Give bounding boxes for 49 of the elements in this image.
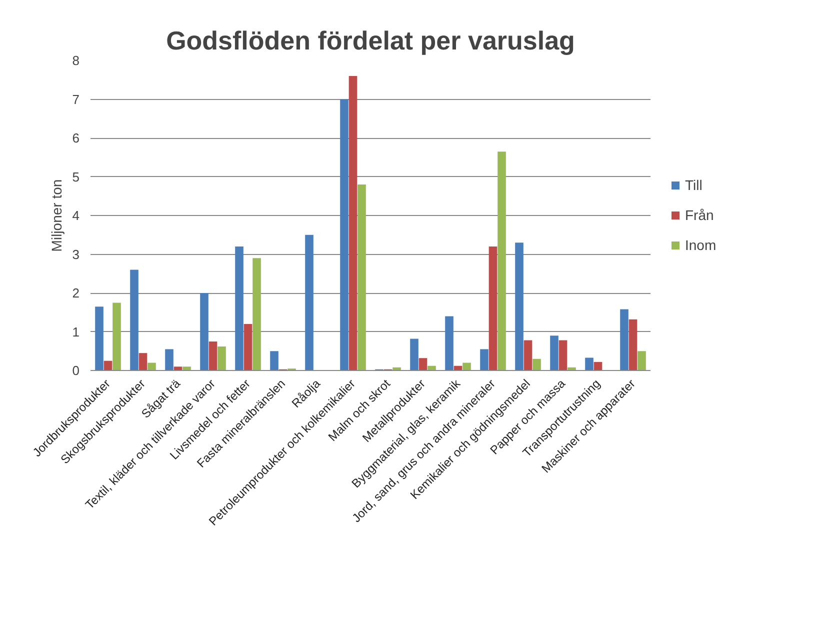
bar xyxy=(148,362,156,370)
bar xyxy=(498,152,506,370)
bar xyxy=(200,293,208,370)
bar xyxy=(340,99,348,370)
bar xyxy=(594,362,602,370)
bar xyxy=(480,349,488,370)
y-tick-label: 7 xyxy=(72,92,80,107)
legend-label: Inom xyxy=(685,237,716,253)
bar xyxy=(358,184,366,370)
bar xyxy=(638,351,646,370)
y-tick-label: 6 xyxy=(72,130,80,146)
bar xyxy=(235,246,244,370)
bar xyxy=(95,306,104,370)
chart-title: Godsflöden fördelat per varuslag xyxy=(166,26,575,56)
y-tick-label: 3 xyxy=(72,246,80,262)
bar xyxy=(532,358,541,370)
bar xyxy=(112,302,121,370)
bar xyxy=(348,76,358,370)
bar xyxy=(165,349,174,370)
bar xyxy=(244,324,252,370)
bar xyxy=(305,234,314,370)
bar xyxy=(418,358,428,370)
y-tick-label: 8 xyxy=(72,53,80,68)
bar xyxy=(270,351,278,370)
bar xyxy=(488,246,498,370)
y-tick-label: 5 xyxy=(72,169,80,184)
y-axis-title: Miljoner ton xyxy=(48,179,64,252)
bar xyxy=(218,346,226,370)
bar xyxy=(445,316,454,370)
bar xyxy=(130,270,138,370)
bar xyxy=(628,319,638,370)
y-tick-label: 4 xyxy=(72,208,80,223)
bar xyxy=(182,366,191,370)
bar xyxy=(524,340,532,370)
bar xyxy=(620,309,628,370)
y-tick-label: 0 xyxy=(72,363,80,378)
bar xyxy=(515,242,524,370)
legend-label: Till xyxy=(685,177,704,193)
bar xyxy=(585,358,594,370)
y-tick-label: 1 xyxy=(72,324,80,340)
bar xyxy=(558,340,568,370)
bar xyxy=(208,341,218,370)
bar xyxy=(138,353,148,370)
bar xyxy=(462,362,471,370)
y-tick-label: 2 xyxy=(72,286,80,300)
legend-label: Från xyxy=(685,207,714,223)
bar xyxy=(410,338,418,370)
bar xyxy=(550,336,558,370)
bar xyxy=(252,258,261,370)
